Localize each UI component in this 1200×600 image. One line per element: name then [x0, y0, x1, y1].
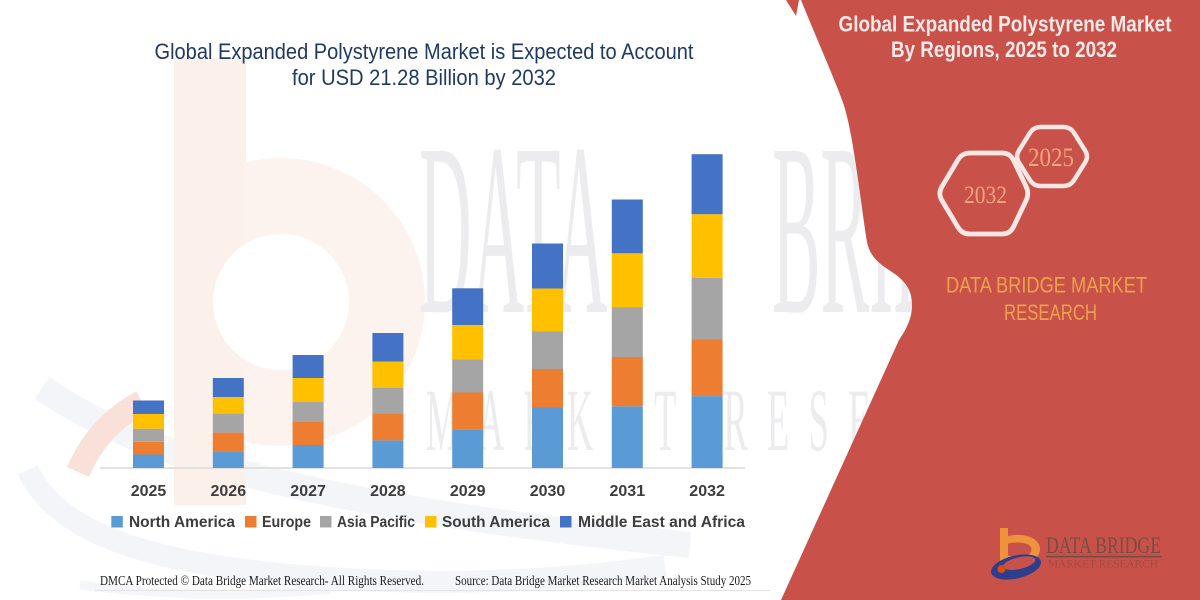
- svg-text:Global Expanded Polystyrene Ma: Global Expanded Polystyrene Market is Ex…: [155, 39, 694, 64]
- svg-text:2025: 2025: [1028, 143, 1074, 172]
- svg-text:2029: 2029: [450, 483, 486, 500]
- svg-text:for USD 21.28 Billion by 2032: for USD 21.28 Billion by 2032: [292, 65, 556, 90]
- svg-text:Global Expanded Polystyrene Ma: Global Expanded Polystyrene Market: [839, 12, 1173, 37]
- svg-text:2025: 2025: [131, 483, 167, 500]
- svg-text:RESEARCH: RESEARCH: [1004, 300, 1097, 325]
- svg-text:Middle East and Africa: Middle East and Africa: [578, 514, 745, 531]
- svg-text:South America: South America: [442, 514, 550, 531]
- svg-text:2032: 2032: [689, 483, 725, 500]
- svg-text:Asia Pacific: Asia Pacific: [337, 514, 415, 531]
- svg-text:2026: 2026: [211, 483, 247, 500]
- svg-text:MARKET RESEARCH: MARKET RESEARCH: [1048, 559, 1158, 571]
- svg-text:2031: 2031: [610, 483, 646, 500]
- svg-text:DMCA Protected © Data Bridge M: DMCA Protected © Data Bridge Market Rese…: [100, 574, 424, 589]
- svg-text:North America: North America: [129, 514, 235, 531]
- svg-text:DATA BRIDGE: DATA BRIDGE: [1046, 533, 1161, 558]
- svg-text:DATA BRIDGE MARKET: DATA BRIDGE MARKET: [946, 273, 1147, 298]
- svg-text:2032: 2032: [964, 180, 1007, 209]
- svg-text:By Regions, 2025 to 2032: By Regions, 2025 to 2032: [891, 37, 1117, 62]
- svg-text:Europe: Europe: [262, 514, 311, 531]
- svg-text:DATA: DATA: [419, 94, 607, 367]
- svg-text:2027: 2027: [290, 483, 326, 500]
- svg-text:2030: 2030: [530, 483, 566, 500]
- svg-text:2028: 2028: [370, 483, 406, 500]
- svg-text:Source: Data Bridge Market Res: Source: Data Bridge Market Research Mark…: [455, 574, 751, 589]
